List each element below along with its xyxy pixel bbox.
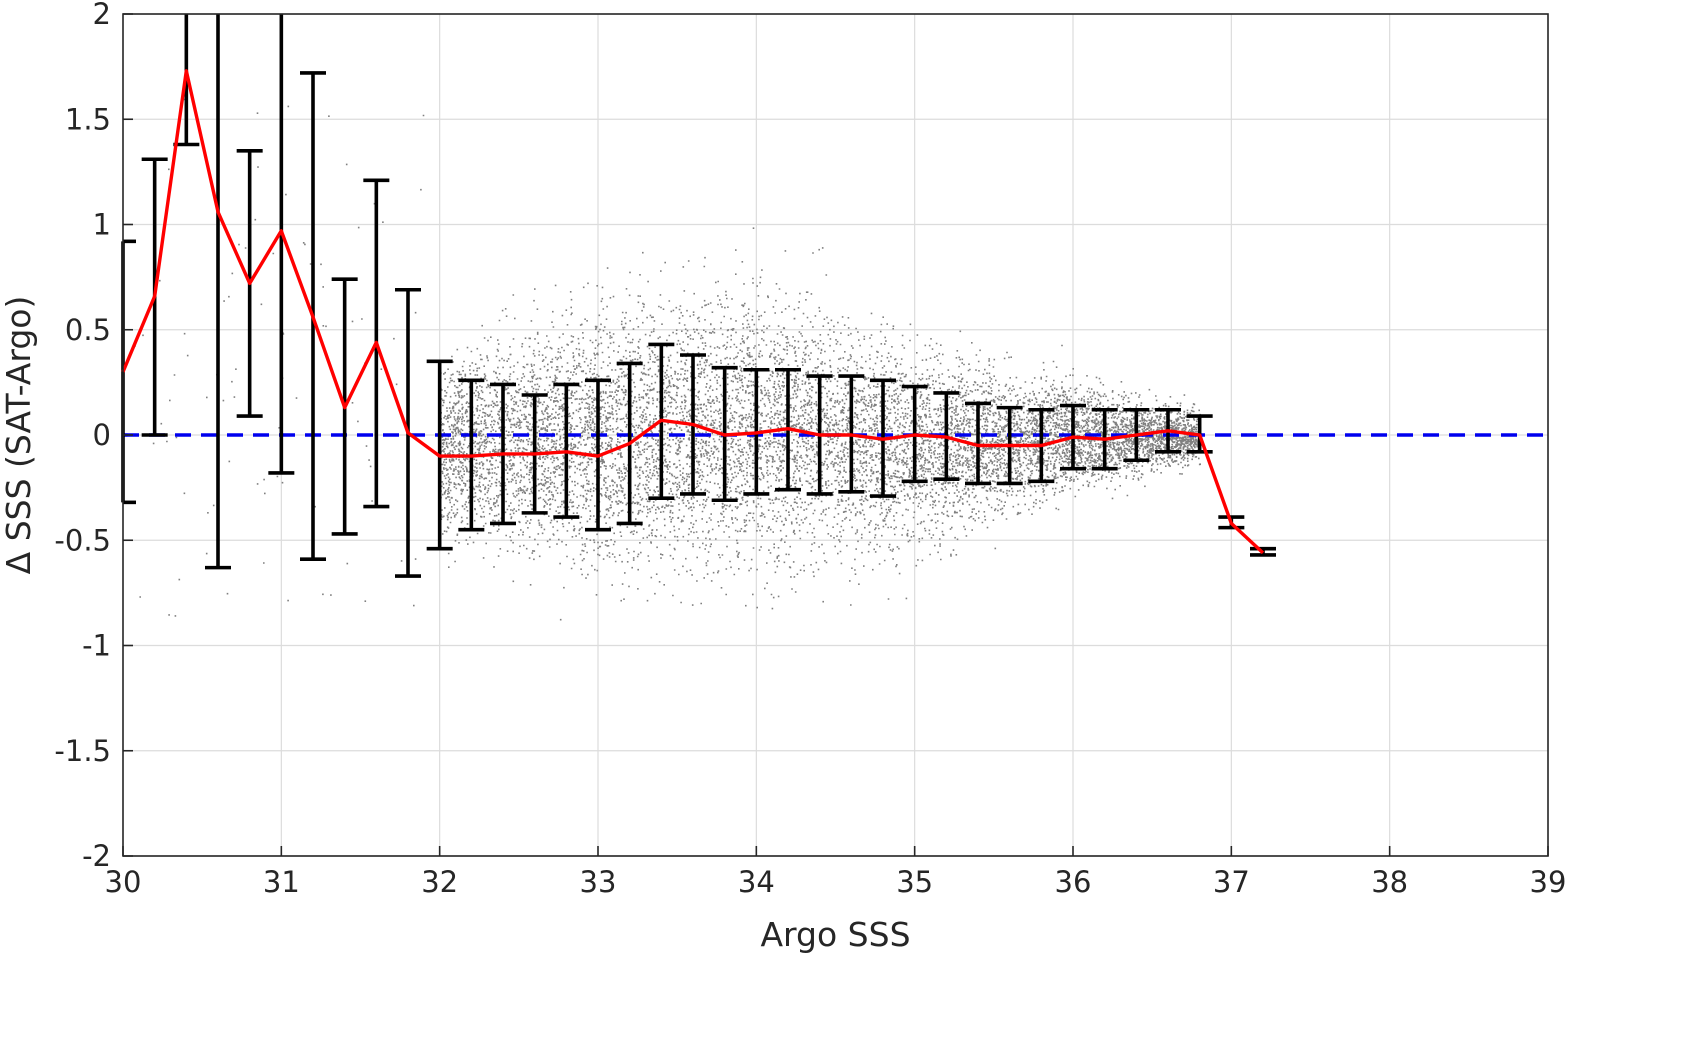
- y-tick-label: 1: [93, 208, 111, 242]
- scatter-points: [134, 98, 1202, 621]
- y-tick-label: -0.5: [54, 523, 111, 557]
- x-tick-label: 34: [738, 865, 775, 899]
- y-tick-label: -1: [82, 629, 111, 663]
- x-tick-labels: 30 31 32 33 34 35 36 37 38 39: [105, 846, 1567, 899]
- x-tick-label: 32: [421, 865, 458, 899]
- x-axis-title: Argo SSS: [760, 915, 910, 954]
- x-tick-label: 37: [1213, 865, 1250, 899]
- error-bars: [121, 14, 1276, 578]
- y-tick-label: 0: [93, 418, 111, 452]
- x-tick-label: 38: [1371, 865, 1408, 899]
- y-tick-label: -1.5: [54, 734, 111, 768]
- error-bar: [121, 239, 136, 505]
- y-tick-label: 1.5: [65, 102, 111, 136]
- x-tick-label: 35: [896, 865, 933, 899]
- binned-mean-line: [121, 69, 1265, 555]
- x-tick-label: 39: [1530, 865, 1567, 899]
- y-tick-label: -2: [82, 839, 111, 873]
- y-axis-title: Δ SSS (SAT-Argo): [0, 296, 38, 575]
- x-tick-label: 33: [580, 865, 617, 899]
- scatter-point-cloud: [134, 98, 1202, 621]
- y-tick-labels: 2 1.5 1 0.5 0 -0.5 -1 -1.5 -2: [54, 0, 133, 873]
- x-tick-label: 31: [263, 865, 300, 899]
- x-tick-label: 36: [1055, 865, 1092, 899]
- error-bar: [965, 401, 991, 486]
- y-tick-label: 2: [93, 0, 111, 31]
- error-bar: [205, 14, 231, 570]
- error-bar: [268, 14, 295, 475]
- x-tick-label: 30: [105, 865, 142, 899]
- y-tick-label: 0.5: [65, 313, 111, 347]
